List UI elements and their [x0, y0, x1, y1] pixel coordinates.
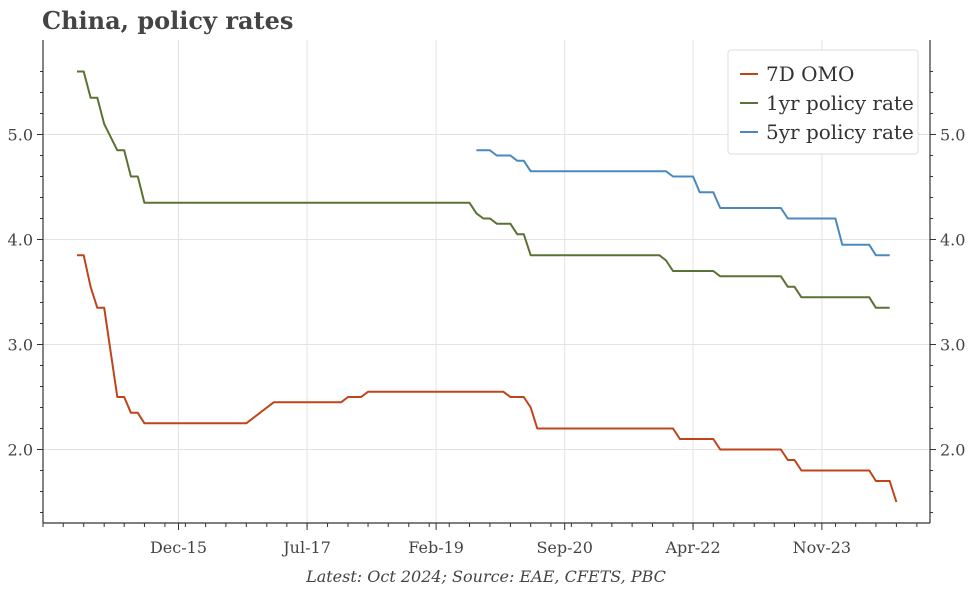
x-tick-label: Nov-23	[793, 538, 851, 557]
grid-layer	[43, 40, 930, 523]
legend: 7D OMO 1yr policy rate 5yr policy rate	[727, 49, 919, 155]
legend-label: 7D OMO	[766, 62, 854, 86]
y-tick-label: 5.0	[8, 126, 33, 145]
x-tick-label: Jul-17	[281, 538, 331, 557]
y-tick-label-right: 3.0	[940, 336, 965, 355]
legend-label: 5yr policy rate	[766, 120, 914, 144]
series-layer	[77, 70, 898, 503]
y-tick-label: 2.0	[8, 441, 33, 460]
series-line-3	[476, 149, 890, 257]
y-tick-label: 4.0	[8, 231, 33, 250]
y-tick-label: 3.0	[8, 336, 33, 355]
y-tick-label-right: 4.0	[940, 231, 965, 250]
y-tick-label-right: 2.0	[940, 441, 965, 460]
x-tick-label: Sep-20	[536, 538, 592, 557]
source-note: Latest: Oct 2024; Source: EAE, CFETS, PB…	[306, 567, 666, 586]
x-tick-label: Feb-19	[408, 538, 464, 557]
legend-label: 1yr policy rate	[766, 91, 914, 115]
y-tick-label-right: 5.0	[940, 126, 965, 145]
x-tick-label: Dec-15	[150, 538, 207, 557]
series-line-1	[77, 254, 898, 503]
axes-layer: 2.0 2.0 3.0 3.0 4.0 4.0 5.0 5.0 Dec-15 Jul-17 Feb-…	[8, 40, 965, 557]
series-line-2	[77, 70, 890, 309]
chart-title: China, policy rates	[42, 6, 294, 35]
legend-box	[727, 49, 919, 155]
x-tick-label: Apr-22	[664, 538, 720, 557]
